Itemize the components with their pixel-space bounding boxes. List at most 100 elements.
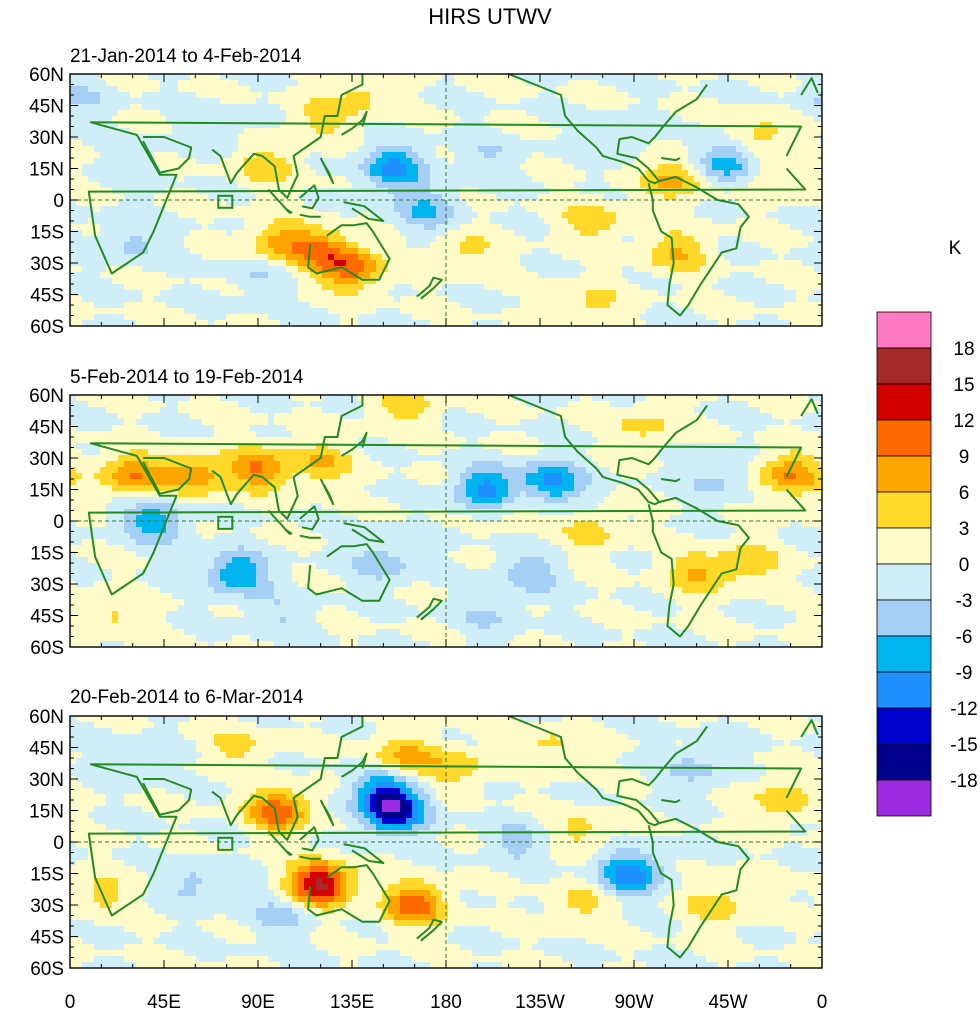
anomaly-cell bbox=[700, 134, 707, 141]
anomaly-cell bbox=[322, 266, 329, 273]
anomaly-cell bbox=[274, 236, 281, 243]
anomaly-cell bbox=[706, 86, 713, 93]
anomaly-cell bbox=[430, 86, 437, 93]
anomaly-cell bbox=[322, 158, 329, 165]
anomaly-cell bbox=[466, 146, 473, 153]
anomaly-cell bbox=[214, 278, 221, 285]
anomaly-cell bbox=[670, 242, 677, 249]
anomaly-cell bbox=[208, 302, 215, 309]
anomaly-cell bbox=[166, 236, 173, 243]
anomaly-cell bbox=[196, 272, 203, 279]
anomaly-cell bbox=[622, 92, 629, 99]
anomaly-cell bbox=[88, 152, 95, 159]
anomaly-cell bbox=[472, 128, 479, 135]
anomaly-cell bbox=[778, 164, 785, 171]
anomaly-cell bbox=[592, 86, 599, 93]
anomaly-cell bbox=[262, 236, 269, 243]
anomaly-cell bbox=[412, 248, 419, 255]
anomaly-cell bbox=[472, 278, 479, 285]
anomaly-cell bbox=[298, 284, 305, 291]
anomaly-cell bbox=[94, 164, 101, 171]
anomaly-cell bbox=[316, 206, 323, 213]
anomaly-cell bbox=[478, 152, 485, 159]
anomaly-cell bbox=[676, 218, 683, 225]
anomaly-cell bbox=[412, 164, 419, 171]
anomaly-cell bbox=[820, 116, 822, 123]
anomaly-cell bbox=[610, 176, 617, 183]
anomaly-cell bbox=[238, 122, 245, 129]
anomaly-cell bbox=[634, 278, 641, 285]
anomaly-cell bbox=[220, 140, 227, 147]
anomaly-cell bbox=[304, 134, 311, 141]
anomaly-cell bbox=[244, 302, 251, 309]
anomaly-cell bbox=[514, 134, 521, 141]
anomaly-cell bbox=[88, 308, 95, 315]
anomaly-cell bbox=[346, 80, 353, 87]
anomaly-cell bbox=[166, 98, 173, 105]
anomaly-cell bbox=[532, 158, 539, 165]
anomaly-cell bbox=[286, 206, 293, 213]
anomaly-cell bbox=[646, 74, 653, 81]
anomaly-cell bbox=[136, 74, 143, 81]
anomaly-cell bbox=[592, 152, 599, 159]
anomaly-cell bbox=[100, 194, 107, 201]
anomaly-cell bbox=[118, 122, 125, 129]
anomaly-cell bbox=[664, 254, 671, 261]
anomaly-cell bbox=[742, 242, 749, 249]
anomaly-cell bbox=[550, 128, 557, 135]
anomaly-cell bbox=[748, 92, 755, 99]
anomaly-cell bbox=[718, 152, 725, 159]
anomaly-cell bbox=[76, 128, 83, 135]
anomaly-cell bbox=[736, 302, 743, 309]
anomaly-cell bbox=[226, 212, 233, 219]
anomaly-cell bbox=[514, 164, 521, 171]
anomaly-cell bbox=[280, 140, 287, 147]
anomaly-cell bbox=[802, 212, 809, 219]
anomaly-cell bbox=[166, 164, 173, 171]
anomaly-cell bbox=[688, 206, 695, 213]
anomaly-cell bbox=[736, 284, 743, 291]
anomaly-cell bbox=[394, 248, 401, 255]
anomaly-cell bbox=[100, 92, 107, 99]
anomaly-cell bbox=[196, 176, 203, 183]
anomaly-cell bbox=[196, 260, 203, 267]
anomaly-cell bbox=[598, 110, 605, 117]
anomaly-cell bbox=[298, 278, 305, 285]
anomaly-cell bbox=[454, 98, 461, 105]
anomaly-cell bbox=[130, 200, 137, 207]
anomaly-cell bbox=[424, 164, 431, 171]
anomaly-cell bbox=[784, 254, 791, 261]
anomaly-cell bbox=[766, 260, 773, 267]
anomaly-cell bbox=[154, 146, 161, 153]
anomaly-cell bbox=[100, 86, 107, 93]
anomaly-cell bbox=[220, 176, 227, 183]
anomaly-cell bbox=[622, 206, 629, 213]
anomaly-cell bbox=[154, 290, 161, 297]
anomaly-cell bbox=[754, 152, 761, 159]
anomaly-cell bbox=[172, 80, 179, 87]
anomaly-cell bbox=[712, 158, 719, 165]
anomaly-cell bbox=[190, 260, 197, 267]
anomaly-cell bbox=[256, 122, 263, 129]
anomaly-cell bbox=[760, 254, 767, 261]
anomaly-cell bbox=[778, 284, 785, 291]
anomaly-cell bbox=[460, 236, 467, 243]
anomaly-cell bbox=[772, 260, 779, 267]
anomaly-cell bbox=[406, 200, 413, 207]
anomaly-cell bbox=[256, 86, 263, 93]
anomaly-cell bbox=[364, 260, 371, 267]
anomaly-cell bbox=[298, 218, 305, 225]
anomaly-cell bbox=[376, 200, 383, 207]
anomaly-cell bbox=[388, 248, 395, 255]
anomaly-cell bbox=[766, 152, 773, 159]
anomaly-cell bbox=[280, 182, 287, 189]
anomaly-cell bbox=[340, 278, 347, 285]
panel-1: 21-Jan-2014 to 4-Feb-2014 60N45N30N15N01… bbox=[29, 46, 823, 338]
anomaly-cell bbox=[502, 182, 509, 189]
anomaly-cell bbox=[526, 164, 533, 171]
anomaly-cell bbox=[652, 296, 659, 303]
anomaly-cell bbox=[112, 284, 119, 291]
anomaly-cell bbox=[94, 248, 101, 255]
anomaly-cell bbox=[454, 146, 461, 153]
anomaly-cell bbox=[442, 302, 449, 309]
